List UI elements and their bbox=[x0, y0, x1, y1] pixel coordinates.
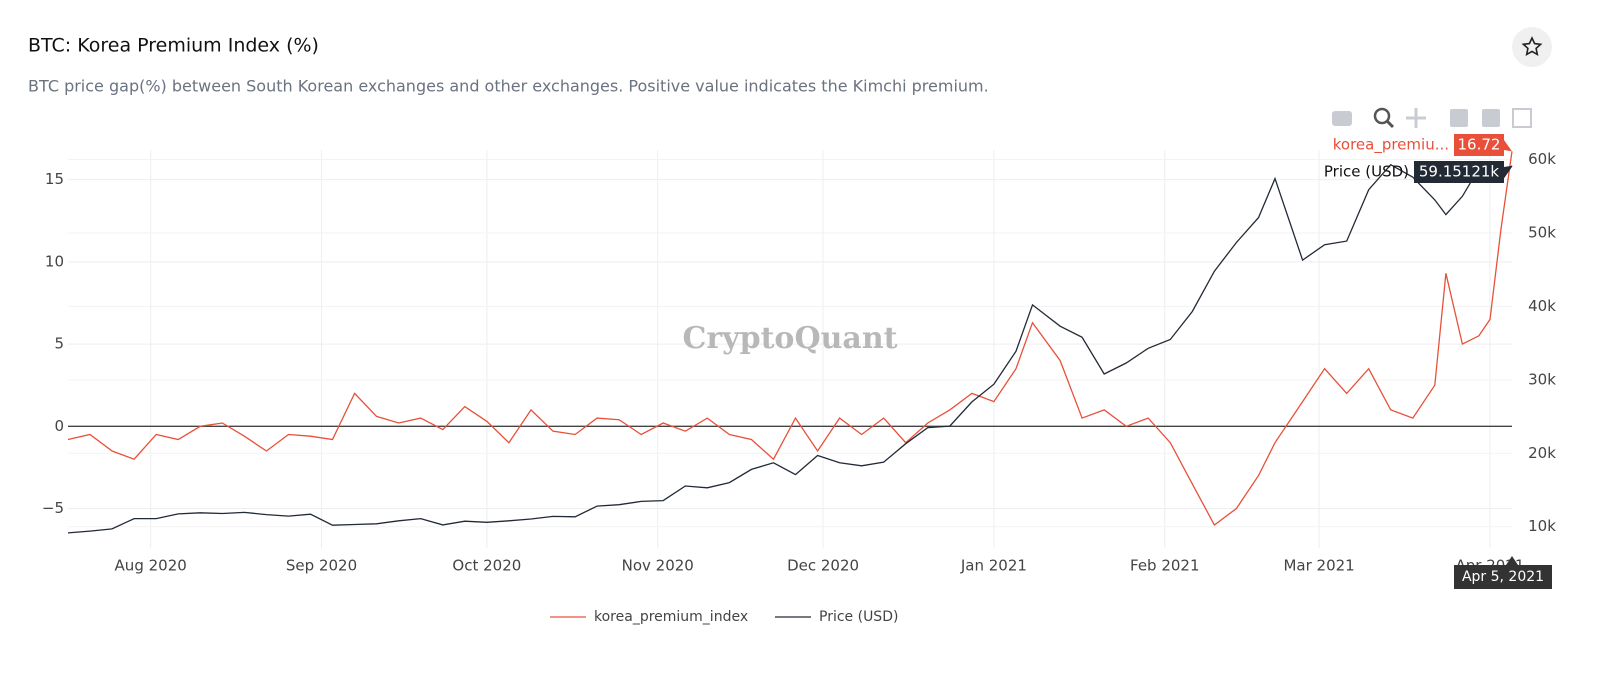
grid bbox=[68, 150, 1512, 548]
favorite-icon[interactable] bbox=[1521, 36, 1543, 56]
hover-x-box bbox=[1454, 565, 1552, 589]
x-tick-label: Oct 2020 bbox=[452, 557, 521, 575]
y-tick-label: 15 bbox=[45, 170, 64, 188]
series-line bbox=[67, 163, 1513, 534]
x-tick-label: Dec 2020 bbox=[787, 557, 859, 575]
x-tick-label: Mar 2021 bbox=[1283, 557, 1354, 575]
zoom-icon[interactable] bbox=[1373, 107, 1391, 125]
hover-pointer bbox=[1504, 140, 1512, 152]
x-tick-label: Nov 2020 bbox=[622, 557, 694, 575]
hover-pointer bbox=[1504, 165, 1512, 177]
y2-tick-label: 20k bbox=[1528, 444, 1556, 462]
x-tick-label: Aug 2020 bbox=[115, 557, 187, 575]
pan-icon[interactable] bbox=[1406, 108, 1426, 128]
hover-value-box bbox=[1454, 134, 1504, 156]
y2-tick-label: 60k bbox=[1528, 150, 1556, 168]
y2-tick-label: 10k bbox=[1528, 517, 1556, 535]
legend-label: korea_premium_index bbox=[594, 609, 748, 625]
x-tick-label: Jan 2021 bbox=[960, 557, 1027, 575]
y2-tick-label: 50k bbox=[1528, 223, 1556, 241]
camera-icon[interactable] bbox=[1332, 111, 1352, 126]
hover-value: 16.72 bbox=[1458, 136, 1501, 154]
y-tick-label: 10 bbox=[45, 252, 64, 270]
y2-tick-label: 40k bbox=[1528, 297, 1556, 315]
hover-name: korea_premiu... bbox=[1333, 136, 1449, 155]
chart-title: BTC: Korea Premium Index (%) bbox=[28, 35, 319, 57]
x-tick-label: Feb 2021 bbox=[1130, 557, 1200, 575]
hover-name: Price (USD) bbox=[1324, 163, 1409, 181]
hover-value-box bbox=[1414, 161, 1504, 183]
zoom-out-icon[interactable] bbox=[1482, 109, 1500, 127]
y-tick-label: 5 bbox=[54, 335, 64, 353]
legend-label: Price (USD) bbox=[819, 609, 898, 625]
modebar bbox=[1332, 107, 1532, 129]
y-tick-label: 0 bbox=[54, 417, 64, 435]
favorite-bg[interactable] bbox=[1512, 27, 1552, 67]
x-tick-label: Sep 2020 bbox=[286, 557, 357, 575]
autoscale-icon[interactable] bbox=[1512, 108, 1532, 128]
zoom-handle bbox=[1385, 119, 1395, 129]
zoom-in-icon[interactable] bbox=[1450, 109, 1468, 127]
hover-x-label: Apr 5, 2021 bbox=[1462, 569, 1544, 585]
favorite-button[interactable] bbox=[1512, 27, 1552, 67]
y2-tick-label: 30k bbox=[1528, 370, 1556, 388]
y-tick-label: −5 bbox=[42, 499, 64, 517]
watermark: CryptoQuant bbox=[682, 321, 897, 356]
hover-value: 59.15121k bbox=[1419, 163, 1500, 181]
chart-subtitle: BTC price gap(%) between South Korean ex… bbox=[28, 77, 989, 96]
hover-x-pointer bbox=[1506, 556, 1518, 565]
series-line bbox=[67, 151, 1513, 526]
